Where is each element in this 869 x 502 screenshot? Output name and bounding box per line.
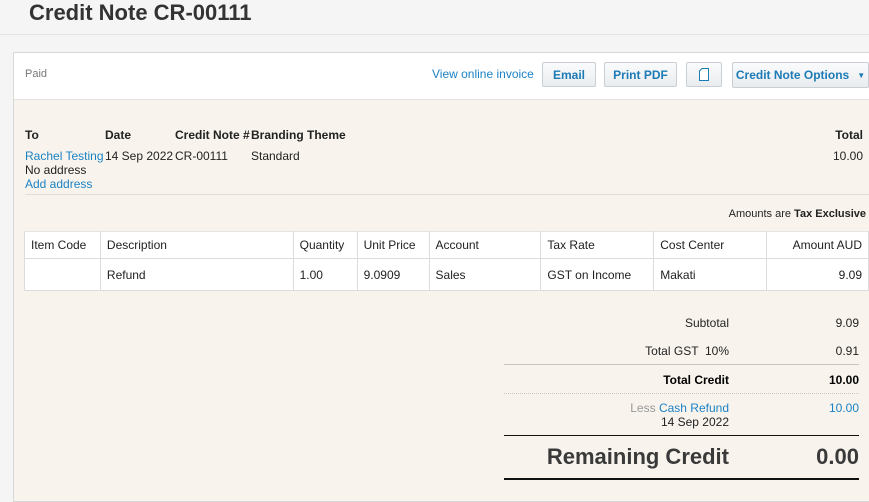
remaining-credit-label: Remaining Credit — [546, 444, 729, 469]
line-items-table: Item Code Description Quantity Unit Pric… — [24, 231, 869, 291]
col-description: Description — [99, 231, 294, 259]
email-label: Email — [552, 67, 585, 82]
options-label: Credit Note Options — [735, 68, 850, 82]
total-credit-label: Total Credit — [663, 373, 729, 387]
amounts-are-label: Amounts are — [728, 208, 791, 220]
date-value: 14 Sep 2022 — [105, 149, 174, 163]
col-amount: Amount AUD — [766, 231, 869, 259]
theme-value: Standard — [251, 149, 300, 163]
col-tax-rate: Tax Rate — [540, 231, 655, 259]
cell-account: Sales — [428, 258, 542, 291]
print-pdf-button[interactable]: Print PDF — [604, 62, 677, 87]
gst-label: Total GST 10% — [645, 344, 729, 358]
remaining-credit-value: 0.00 — [816, 444, 859, 469]
cash-refund-link[interactable]: Cash Refund — [658, 401, 729, 415]
refund-line: Less Cash Refund — [630, 401, 729, 415]
to-label: To — [25, 128, 39, 142]
col-unit-price: Unit Price — [356, 231, 430, 259]
divider — [0, 34, 869, 35]
table-row: Refund 1.00 9.0909 Sales GST on Income M… — [24, 258, 869, 291]
panel-header — [14, 53, 869, 100]
cell-amount: 9.09 — [766, 258, 869, 291]
col-cost-center: Cost Center — [653, 231, 768, 259]
email-button[interactable]: Email — [542, 62, 596, 87]
number-value: CR-00111 — [175, 149, 228, 163]
contact-link[interactable]: Rachel Testing — [25, 149, 104, 163]
subtotal-value: 9.09 — [835, 316, 859, 330]
refund-amount[interactable]: 10.00 — [828, 401, 859, 415]
total-value: 10.00 — [832, 149, 863, 163]
print-pdf-label: Print PDF — [613, 67, 668, 82]
amounts-are-value: Tax Exclusive — [794, 208, 866, 220]
divider — [25, 194, 869, 195]
copy-button[interactable] — [686, 62, 722, 87]
cell-cost-center: Makati — [653, 258, 768, 291]
refund-date: 14 Sep 2022 — [660, 415, 729, 429]
cell-tax-rate: GST on Income — [540, 258, 655, 291]
add-address-link[interactable]: Add address — [25, 177, 93, 191]
theme-label: Branding Theme — [251, 128, 346, 142]
total-credit-value: 10.00 — [828, 373, 859, 387]
col-quantity: Quantity — [292, 231, 358, 259]
status-label: Paid — [25, 68, 48, 80]
cell-quantity: 1.00 — [292, 258, 358, 291]
gst-value: 0.91 — [835, 344, 859, 358]
col-account: Account — [428, 231, 542, 259]
total-label: Total — [835, 128, 863, 142]
col-item-code: Item Code — [24, 231, 101, 259]
view-online-invoice-link[interactable]: View online invoice — [432, 67, 534, 81]
cell-item-code — [24, 258, 101, 291]
date-label: Date — [105, 128, 132, 142]
divider — [504, 435, 859, 436]
page-title: Credit Note CR-00111 — [29, 0, 252, 25]
table-header-row: Item Code Description Quantity Unit Pric… — [24, 231, 869, 259]
document-icon — [699, 68, 709, 81]
cell-description: Refund — [99, 258, 294, 291]
no-address-text: No address — [25, 163, 87, 177]
amounts-are: Amounts are Tax Exclusive — [729, 208, 866, 220]
less-label: Less — [630, 401, 656, 415]
caret-down-icon: ▼ — [857, 70, 866, 80]
divider — [504, 478, 859, 480]
cell-unit-price: 9.0909 — [356, 258, 430, 291]
divider — [504, 393, 859, 394]
subtotal-label: Subtotal — [684, 316, 729, 330]
credit-note-options-button[interactable]: Credit Note Options ▼ — [732, 62, 869, 88]
divider — [504, 364, 859, 365]
number-label: Credit Note # — [175, 128, 250, 142]
